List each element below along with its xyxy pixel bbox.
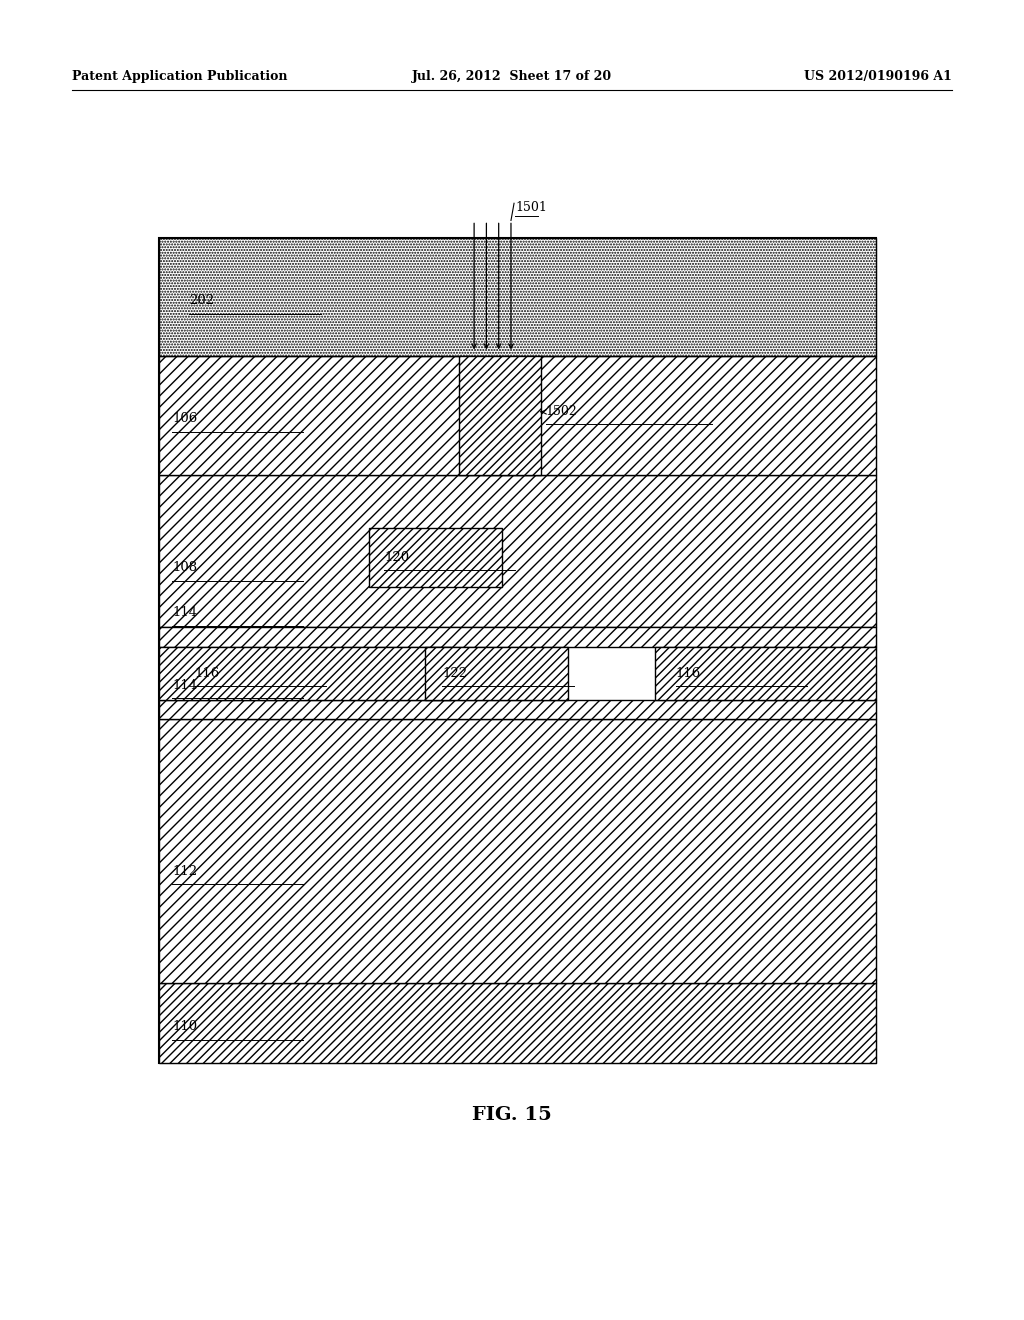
Bar (159, 700, 876, 719)
Text: 114: 114 (172, 606, 198, 619)
Bar (159, 475, 876, 627)
Bar (159, 356, 876, 475)
Text: 122: 122 (442, 667, 468, 680)
Bar (159, 719, 876, 983)
Bar (425, 647, 568, 700)
Text: US 2012/0190196 A1: US 2012/0190196 A1 (805, 70, 952, 83)
Text: 1501: 1501 (515, 201, 547, 214)
Bar (159, 983, 876, 1063)
Text: 110: 110 (172, 1020, 198, 1034)
Text: 1502: 1502 (546, 405, 578, 418)
Text: 202: 202 (189, 294, 215, 308)
Text: Patent Application Publication: Patent Application Publication (72, 70, 287, 83)
Text: 116: 116 (195, 667, 220, 680)
Bar (159, 238, 876, 356)
Bar (159, 647, 451, 700)
Text: FIG. 15: FIG. 15 (472, 1106, 552, 1125)
Text: 114: 114 (172, 678, 198, 692)
Text: 108: 108 (172, 561, 198, 574)
Text: Jul. 26, 2012  Sheet 17 of 20: Jul. 26, 2012 Sheet 17 of 20 (412, 70, 612, 83)
Bar (369, 528, 502, 587)
Bar (459, 356, 541, 475)
Bar (159, 238, 876, 1063)
Bar (655, 647, 876, 700)
Text: 112: 112 (172, 865, 198, 878)
Text: 106: 106 (172, 412, 198, 425)
Text: 120: 120 (384, 550, 410, 564)
Bar (159, 627, 876, 647)
Text: 116: 116 (676, 667, 701, 680)
